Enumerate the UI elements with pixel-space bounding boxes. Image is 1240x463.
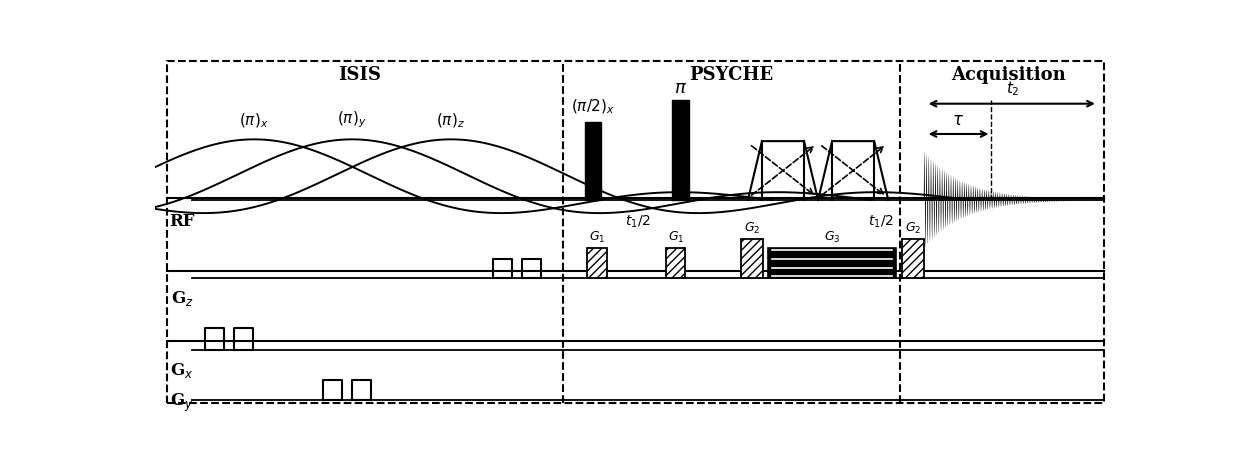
Bar: [585, 121, 601, 200]
Text: G$_z$: G$_z$: [171, 289, 193, 308]
Text: $(\pi/2)_x$: $(\pi/2)_x$: [572, 98, 615, 116]
Text: $G_1$: $G_1$: [589, 229, 605, 244]
Text: $\pi$: $\pi$: [675, 79, 687, 97]
Bar: [768, 248, 897, 278]
Text: $t_1/2$: $t_1/2$: [868, 213, 893, 230]
Text: $t_2$: $t_2$: [1006, 80, 1019, 98]
Text: $(\pi)_x$: $(\pi)_x$: [239, 112, 269, 131]
Text: G$_y$: G$_y$: [170, 392, 193, 414]
Bar: [742, 239, 764, 278]
Text: $G_1$: $G_1$: [667, 229, 684, 244]
Text: RF: RF: [169, 213, 195, 230]
Text: $G_3$: $G_3$: [823, 229, 841, 244]
Text: $G_2$: $G_2$: [905, 220, 921, 236]
Text: $(\pi)_y$: $(\pi)_y$: [337, 110, 367, 131]
Text: $(\pi)_z$: $(\pi)_z$: [436, 112, 465, 131]
Text: $t_1/2$: $t_1/2$: [625, 213, 650, 230]
Text: $G_2$: $G_2$: [744, 220, 760, 236]
Text: ISIS: ISIS: [339, 66, 381, 84]
Text: PSYCHE: PSYCHE: [689, 66, 774, 84]
Bar: [672, 100, 689, 200]
Bar: [588, 248, 606, 278]
Bar: [901, 239, 924, 278]
Bar: [666, 248, 686, 278]
Text: G$_x$: G$_x$: [170, 361, 193, 380]
Text: $\tau$: $\tau$: [951, 112, 963, 129]
Text: Acquisition: Acquisition: [951, 66, 1065, 84]
